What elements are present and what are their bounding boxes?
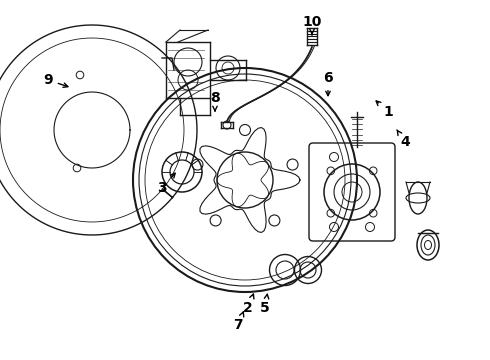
Text: 7: 7 xyxy=(233,312,244,332)
Text: 6: 6 xyxy=(323,71,333,96)
Text: 1: 1 xyxy=(376,101,393,119)
Text: 5: 5 xyxy=(260,294,270,315)
Text: 8: 8 xyxy=(210,91,220,111)
Text: 9: 9 xyxy=(43,73,68,87)
Text: 4: 4 xyxy=(397,130,410,149)
Text: 3: 3 xyxy=(157,173,175,195)
Text: 2: 2 xyxy=(243,294,254,315)
Text: 10: 10 xyxy=(302,15,322,35)
